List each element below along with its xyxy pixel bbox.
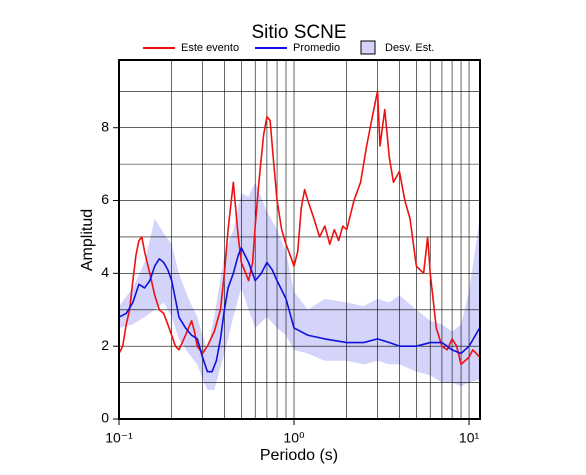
x-tick-label: 10⁻¹ [105, 430, 133, 446]
x-tick-label: 10⁰ [283, 430, 305, 446]
series-line [118, 90, 481, 366]
series-line [118, 247, 481, 373]
legend-label: Desv. Est. [385, 42, 434, 54]
y-tick-label: 8 [101, 118, 109, 134]
std-band [119, 182, 480, 390]
y-tick-label: 6 [101, 191, 109, 207]
y-axis-label: Amplitud [79, 209, 96, 271]
x-axis-label: Periodo (s) [260, 447, 338, 464]
chart-title: Sitio SCNE [251, 22, 346, 43]
legend-swatch [360, 40, 376, 55]
plot-frame [118, 59, 481, 420]
x-tick-label: 10¹ [459, 430, 480, 446]
legend-label: Este evento [181, 42, 239, 54]
legend-label: Promedio [293, 42, 340, 54]
y-tick-label: 2 [101, 337, 109, 353]
y-tick-label: 0 [101, 410, 109, 426]
y-tick-label: 4 [101, 264, 109, 280]
